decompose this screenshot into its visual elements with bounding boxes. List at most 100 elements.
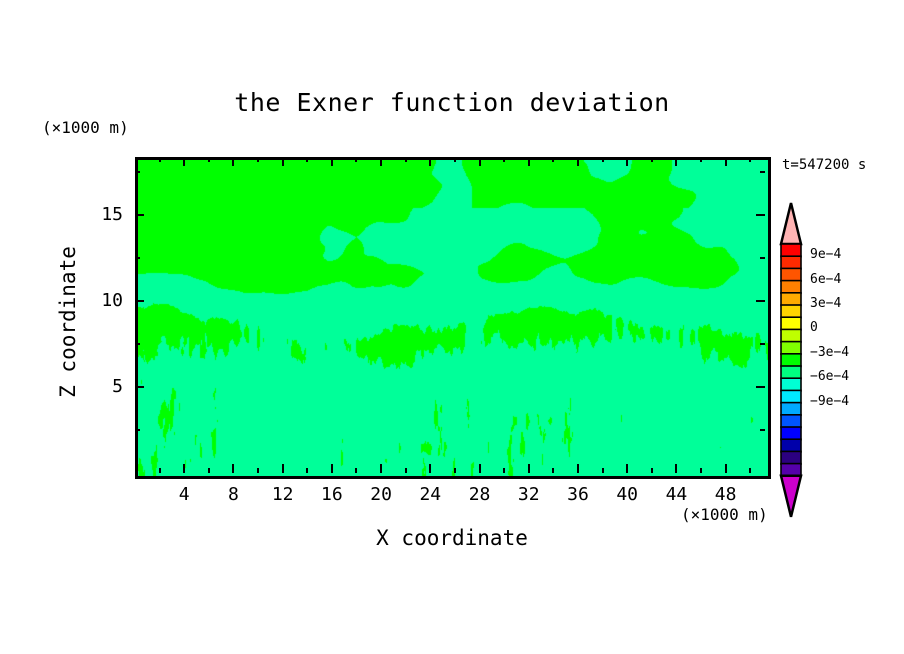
x-tick-major bbox=[478, 464, 481, 473]
x-tick-minor bbox=[257, 468, 260, 473]
x-tick-label: 16 bbox=[321, 484, 343, 505]
x-tick-label: 36 bbox=[567, 484, 589, 505]
x-tick-major bbox=[232, 157, 235, 166]
colorbar-band bbox=[780, 389, 802, 404]
x-tick-major bbox=[626, 157, 629, 166]
x-tick-minor bbox=[552, 157, 555, 162]
x-tick-major bbox=[478, 157, 481, 166]
x-tick-major bbox=[576, 157, 579, 166]
colorbar-tick-label: −3e−4 bbox=[810, 344, 850, 360]
colorbar-tick-label: 0 bbox=[810, 320, 818, 336]
colorbar-tick-label: 9e−4 bbox=[810, 247, 842, 263]
x-tick-minor bbox=[158, 157, 161, 162]
y-tick-major bbox=[135, 214, 144, 217]
x-tick-minor bbox=[749, 157, 752, 162]
y-tick-minor bbox=[135, 171, 140, 174]
colorbar-band bbox=[780, 267, 802, 282]
colorbar-band bbox=[780, 414, 802, 429]
y-tick-minor bbox=[760, 171, 765, 174]
y-tick-minor bbox=[760, 257, 765, 260]
x-tick-minor bbox=[257, 157, 260, 162]
colorbar-under-arrow bbox=[779, 474, 803, 518]
colorbar-band bbox=[780, 328, 802, 343]
x-tick-minor bbox=[306, 468, 309, 473]
x-tick-major bbox=[527, 464, 530, 473]
colorbar bbox=[778, 202, 804, 518]
x-tick-major bbox=[429, 464, 432, 473]
x-axis-title: X coordinate bbox=[376, 526, 528, 550]
x-tick-major bbox=[576, 464, 579, 473]
timestamp-annotation: t=547200 s bbox=[782, 157, 867, 173]
x-tick-label: 4 bbox=[178, 484, 190, 505]
x-tick-minor bbox=[306, 157, 309, 162]
x-tick-major bbox=[675, 464, 678, 473]
colorbar-band bbox=[780, 255, 802, 270]
x-tick-label: 32 bbox=[517, 484, 540, 505]
colorbar-band bbox=[780, 462, 802, 478]
colorbar-band bbox=[780, 365, 802, 380]
colorbar-band bbox=[780, 304, 802, 319]
x-tick-minor bbox=[453, 157, 456, 162]
x-tick-major bbox=[527, 157, 530, 166]
x-tick-major bbox=[675, 157, 678, 166]
x-tick-major bbox=[380, 464, 383, 473]
colorbar-band bbox=[780, 353, 802, 368]
colorbar-band bbox=[780, 316, 802, 331]
x-tick-minor bbox=[404, 157, 407, 162]
y-tick-major bbox=[756, 386, 765, 389]
x-tick-major bbox=[429, 157, 432, 166]
colorbar-tick-label: −6e−4 bbox=[810, 369, 850, 385]
y-tick-minor bbox=[135, 429, 140, 432]
x-tick-major bbox=[232, 464, 235, 473]
y-axis-title: Z coordinate bbox=[56, 246, 80, 398]
y-tick-minor bbox=[135, 343, 140, 346]
colorbar-tick-label: 3e−4 bbox=[810, 296, 842, 311]
x-tick-major bbox=[330, 464, 333, 473]
x-tick-minor bbox=[552, 468, 555, 473]
x-tick-major bbox=[281, 157, 284, 166]
x-tick-minor bbox=[355, 468, 358, 473]
plot-area bbox=[135, 157, 771, 479]
contour-field-canvas bbox=[138, 160, 768, 476]
y-tick-label: 5 bbox=[112, 376, 123, 398]
x-tick-minor bbox=[404, 468, 407, 473]
colorbar-over-arrow bbox=[779, 202, 803, 246]
x-tick-minor bbox=[355, 157, 358, 162]
colorbar-band bbox=[780, 450, 802, 465]
page-title: the Exner function deviation bbox=[234, 88, 670, 117]
x-tick-major bbox=[724, 157, 727, 166]
y-tick-label: 15 bbox=[101, 204, 123, 226]
colorbar-tick-label: 6e−4 bbox=[810, 271, 842, 287]
y-tick-major bbox=[756, 300, 765, 303]
x-tick-minor bbox=[700, 468, 703, 473]
x-tick-major bbox=[183, 464, 186, 473]
x-tick-minor bbox=[207, 157, 210, 162]
x-tick-label: 28 bbox=[468, 484, 491, 505]
x-tick-major bbox=[183, 157, 186, 166]
colorbar-band bbox=[780, 279, 802, 295]
x-tick-minor bbox=[503, 157, 506, 162]
colorbar-band bbox=[780, 377, 802, 392]
x-tick-major bbox=[724, 464, 727, 473]
x-tick-minor bbox=[601, 157, 604, 162]
y-tick-minor bbox=[760, 343, 765, 346]
y-tick-major bbox=[756, 214, 765, 217]
colorbar-band bbox=[780, 292, 802, 307]
x-tick-major bbox=[626, 464, 629, 473]
y-tick-minor bbox=[135, 257, 140, 260]
x-tick-minor bbox=[503, 468, 506, 473]
x-tick-label: 44 bbox=[665, 484, 688, 505]
x-tick-label: 8 bbox=[228, 484, 239, 505]
x-tick-minor bbox=[749, 468, 752, 473]
x-tick-major bbox=[380, 157, 383, 166]
colorbar-band bbox=[780, 340, 802, 356]
x-tick-label: 24 bbox=[419, 484, 442, 505]
x-tick-minor bbox=[650, 157, 653, 162]
x-tick-label: 40 bbox=[616, 484, 639, 505]
y-tick-label: 10 bbox=[101, 290, 123, 312]
colorbar-svg bbox=[779, 202, 803, 518]
x-tick-minor bbox=[601, 468, 604, 473]
colorbar-band bbox=[780, 438, 802, 453]
x-axis-unit-label: (×1000 m) bbox=[681, 505, 768, 524]
